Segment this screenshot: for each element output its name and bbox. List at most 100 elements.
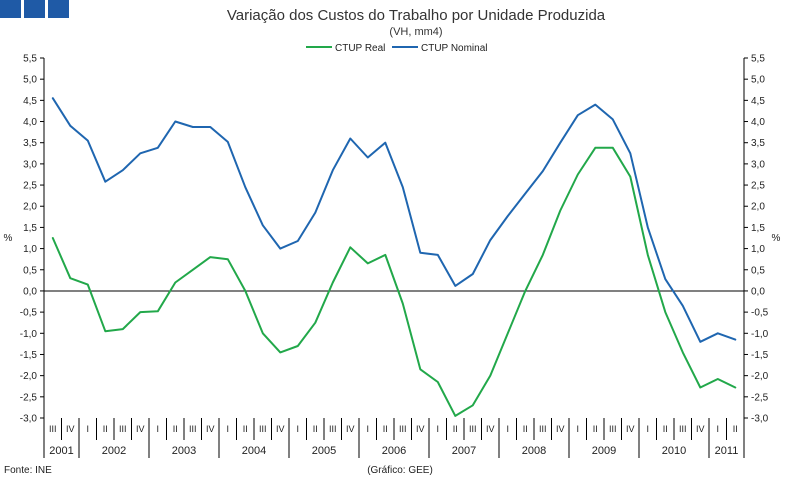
y-tick-label-right: -1,5 bbox=[751, 350, 769, 361]
legend: CTUP Real CTUP Nominal bbox=[306, 43, 488, 54]
x-quarter-label: III bbox=[539, 424, 547, 434]
y-tick-label-right: 5,5 bbox=[751, 54, 765, 65]
y-tick-label-left: 5,0 bbox=[23, 75, 37, 86]
x-quarter-label: III bbox=[259, 424, 267, 434]
x-quarter-label: III bbox=[119, 424, 127, 434]
x-year-label: 2003 bbox=[172, 445, 196, 457]
x-quarter-label: I bbox=[576, 424, 579, 434]
y-tick-label-left: -2,0 bbox=[20, 371, 38, 382]
legend-label-ctup-real: CTUP Real bbox=[335, 43, 385, 54]
series-line-ctup-real bbox=[51, 146, 737, 417]
logo bbox=[0, 0, 69, 18]
x-quarter-label: I bbox=[86, 424, 89, 434]
x-quarter-label: I bbox=[646, 424, 649, 434]
y-tick-label-left: 1,5 bbox=[23, 223, 37, 234]
x-quarter-label: I bbox=[436, 424, 439, 434]
x-quarter-label: III bbox=[399, 424, 407, 434]
x-quarter-label: III bbox=[49, 424, 57, 434]
y-tick-label-left: 3,5 bbox=[23, 138, 37, 149]
y-tick-label-left: 0,5 bbox=[23, 265, 37, 276]
x-quarter-label: II bbox=[173, 424, 178, 434]
series-layer bbox=[51, 97, 737, 417]
x-year-label: 2006 bbox=[382, 445, 406, 457]
x-quarter-label: I bbox=[156, 424, 159, 434]
x-year-label: 2010 bbox=[662, 445, 686, 457]
y-tick-label-left: -0,5 bbox=[20, 308, 38, 319]
source-note: Fonte: INE bbox=[4, 465, 52, 476]
x-year-label: 2008 bbox=[522, 445, 546, 457]
y-ticks-right: 5,5 5,0 4,5 4,0 3,5 3,0 2,5 2,0 1,5 1,0 0,5 0,0 -0,5… bbox=[744, 54, 769, 425]
x-quarter-label: IV bbox=[416, 424, 425, 434]
x-year-label: 2004 bbox=[242, 445, 266, 457]
x-quarter-label: I bbox=[226, 424, 229, 434]
x-quarter-label: IV bbox=[346, 424, 355, 434]
y-tick-label-right: 0,0 bbox=[751, 286, 765, 297]
y-tick-label-right: 4,0 bbox=[751, 117, 765, 128]
y-tick-label-left: -2,5 bbox=[20, 392, 38, 403]
y-tick-label-right: 3,0 bbox=[751, 159, 765, 170]
logo-block-2 bbox=[24, 0, 45, 18]
y-tick-label-left: 5,5 bbox=[23, 54, 37, 65]
x-quarter-label: II bbox=[523, 424, 528, 434]
y-tick-label-left: -1,5 bbox=[20, 350, 38, 361]
y-tick-label-right: -0,5 bbox=[751, 308, 769, 319]
x-quarter-label: III bbox=[189, 424, 197, 434]
x-quarter-label: III bbox=[679, 424, 687, 434]
credit-note: (Gráfico: GEE) bbox=[367, 465, 433, 476]
y-axis-label-left: % bbox=[4, 233, 13, 244]
x-quarter-label: II bbox=[103, 424, 108, 434]
x-quarter-label: III bbox=[609, 424, 617, 434]
legend-label-ctup-nominal: CTUP Nominal bbox=[421, 43, 488, 54]
x-quarter-label: II bbox=[663, 424, 668, 434]
x-quarter-label: III bbox=[469, 424, 477, 434]
logo-block-1 bbox=[0, 0, 21, 18]
x-year-label: 2001 bbox=[49, 445, 73, 457]
x-quarter-label: IV bbox=[556, 424, 565, 434]
chart-subtitle: (VH, mm4) bbox=[389, 26, 442, 38]
y-tick-label-right: 2,5 bbox=[751, 181, 765, 192]
x-quarter-label: II bbox=[243, 424, 248, 434]
y-tick-label-right: 5,0 bbox=[751, 75, 765, 86]
y-ticks-left: 5,5 5,0 4,5 4,0 3,5 3,0 2,5 2,0 1,5 1,0 0,5 0,0 -0,5… bbox=[20, 54, 44, 425]
y-tick-label-right: 1,0 bbox=[751, 244, 765, 255]
x-year-label: 2009 bbox=[592, 445, 616, 457]
y-axis-label-right: % bbox=[772, 233, 781, 244]
y-tick-label-left: 0,0 bbox=[23, 286, 37, 297]
y-tick-label-left: 1,0 bbox=[23, 244, 37, 255]
x-year-label: 2005 bbox=[312, 445, 336, 457]
y-tick-label-left: 2,5 bbox=[23, 181, 37, 192]
y-tick-label-right: -1,0 bbox=[751, 329, 769, 340]
x-quarter-label: IV bbox=[626, 424, 635, 434]
x-quarter-label: I bbox=[506, 424, 509, 434]
y-tick-label-right: 1,5 bbox=[751, 223, 765, 234]
x-axis: III IV I II III IV I II III IV I II III IV I II III IV I II… bbox=[43, 418, 745, 458]
x-quarter-label: I bbox=[716, 424, 719, 434]
y-tick-label-right: -2,5 bbox=[751, 392, 769, 403]
y-tick-label-right: -2,0 bbox=[751, 371, 769, 382]
chart-title: Variação dos Custos do Trabalho por Unid… bbox=[227, 7, 606, 24]
x-quarter-label: II bbox=[313, 424, 318, 434]
x-quarter-label: IV bbox=[136, 424, 145, 434]
series-line-ctup-nominal bbox=[51, 97, 737, 343]
x-quarter-label: I bbox=[366, 424, 369, 434]
x-quarter-label: IV bbox=[696, 424, 705, 434]
x-quarter-label: IV bbox=[206, 424, 215, 434]
y-tick-label-right: -3,0 bbox=[751, 414, 769, 425]
x-quarter-label: III bbox=[329, 424, 337, 434]
logo-block-3 bbox=[48, 0, 69, 18]
y-tick-label-left: 2,0 bbox=[23, 202, 37, 213]
y-tick-label-left: 4,5 bbox=[23, 96, 37, 107]
x-year-label: 2002 bbox=[102, 445, 126, 457]
x-quarter-label: IV bbox=[486, 424, 495, 434]
x-year-label: 2007 bbox=[452, 445, 476, 457]
x-quarter-label: II bbox=[733, 424, 738, 434]
x-year-label: 2011 bbox=[715, 445, 739, 457]
y-tick-label-left: -3,0 bbox=[20, 414, 38, 425]
x-quarter-label: IV bbox=[66, 424, 75, 434]
x-quarter-label: II bbox=[453, 424, 458, 434]
y-tick-label-right: 4,5 bbox=[751, 96, 765, 107]
y-tick-label-left: 4,0 bbox=[23, 117, 37, 128]
x-quarter-label: IV bbox=[276, 424, 285, 434]
x-quarter-label: II bbox=[383, 424, 388, 434]
